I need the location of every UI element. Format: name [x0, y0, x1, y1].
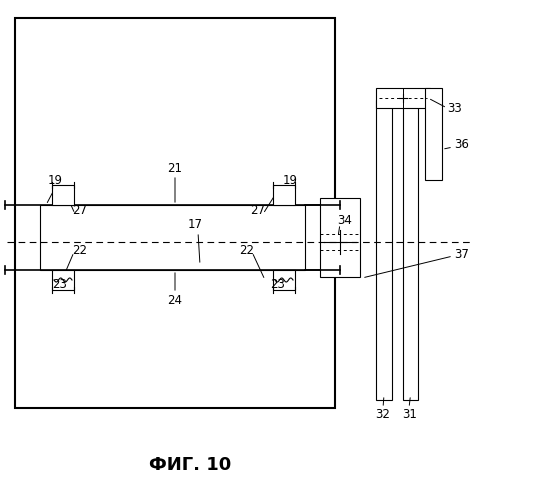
Text: 24: 24 — [167, 294, 182, 306]
Text: 34: 34 — [338, 214, 352, 226]
Bar — [320, 198, 360, 277]
Text: 22: 22 — [72, 244, 87, 256]
Bar — [15, 18, 335, 408]
Bar — [273, 270, 295, 290]
Text: 19: 19 — [283, 174, 298, 186]
Text: 23: 23 — [53, 278, 68, 291]
Text: 36: 36 — [455, 138, 469, 151]
Bar — [273, 185, 295, 205]
Text: 19: 19 — [48, 174, 63, 186]
Text: 17: 17 — [188, 218, 203, 232]
Bar — [376, 88, 430, 108]
Bar — [403, 100, 418, 400]
Text: 23: 23 — [271, 278, 285, 291]
Text: 33: 33 — [447, 102, 462, 114]
Text: 22: 22 — [239, 244, 255, 256]
Text: 31: 31 — [402, 408, 417, 422]
Bar — [52, 270, 74, 290]
Bar — [376, 100, 392, 400]
Text: 32: 32 — [376, 408, 390, 422]
Bar — [425, 88, 442, 180]
Bar — [40, 205, 305, 270]
Text: 37: 37 — [455, 248, 469, 262]
Text: 27: 27 — [72, 204, 87, 216]
Text: 21: 21 — [167, 162, 182, 174]
Text: 27: 27 — [250, 204, 266, 216]
Bar — [52, 185, 74, 205]
Text: ФИГ. 10: ФИГ. 10 — [149, 456, 231, 474]
